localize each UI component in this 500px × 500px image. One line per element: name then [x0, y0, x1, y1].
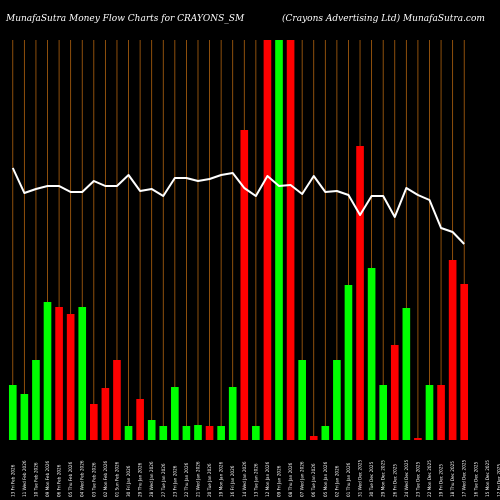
- money-flow-bar: [205, 426, 214, 440]
- x-tick-label: 09 Mon Feb 2026: [45, 460, 50, 497]
- x-tick-label: 22 Thu Jan 2026: [184, 462, 189, 497]
- x-tick-label: 15 Mon Dec 2025: [485, 460, 490, 497]
- x-tick-label: 29 Thu Jan 2026: [138, 462, 143, 497]
- x-tick-label: 13 Tue Jan 2026: [253, 463, 258, 497]
- x-tick-label: 24 Wed Dec 2025: [404, 459, 409, 497]
- x-tick-label: 06 Tue Jan 2026: [311, 463, 316, 497]
- x-tick-label: 05 Thu Feb 2026: [68, 461, 73, 497]
- money-flow-bar: [136, 399, 144, 440]
- x-tick-label: 12 Mon Jan 2026: [265, 461, 270, 497]
- x-tick-label: 01 Sun Feb 2026: [114, 461, 119, 497]
- money-flow-bar: [240, 130, 249, 440]
- x-tick-label: 23 Fri Jan 2026: [172, 465, 177, 497]
- money-flow-bar: [182, 426, 191, 440]
- x-tick-label: 02 Fri Jan 2026: [334, 465, 339, 497]
- x-tick-label: 26 Fri Dec 2025: [392, 464, 397, 497]
- chart-title: MunafaSutra Money Flow Charts for CRAYON…: [5, 14, 245, 24]
- money-flow-bar: [194, 425, 202, 440]
- money-flow-bar: [159, 426, 168, 440]
- money-flow-bar: [356, 146, 364, 440]
- x-tick-label: 31 Wed Dec 2025: [358, 459, 363, 497]
- x-tick-label: 14 Wed Jan 2026: [242, 461, 247, 497]
- money-flow-bar: [171, 387, 179, 440]
- money-flow-bar: [32, 360, 40, 440]
- x-tick-label: 08 Thu Jan 2026: [288, 462, 293, 497]
- money-flow-bar: [43, 302, 52, 440]
- x-tick-label: 04 Wed Feb 2026: [80, 460, 85, 497]
- x-tick-label: 30 Tue Dec 2025: [369, 461, 374, 497]
- x-tick-label: 20 Tue Jan 2026: [207, 463, 212, 497]
- x-tick-label: 09 Fri Jan 2026: [277, 465, 282, 497]
- money-flow-bar: [460, 284, 469, 440]
- x-tick-label: 16 Tue Dec 2025: [473, 461, 478, 497]
- money-flow-bar: [344, 285, 353, 440]
- money-flow-bar: [333, 360, 341, 440]
- money-flow-bar: [252, 426, 260, 440]
- money-flow-bar: [78, 307, 87, 440]
- money-flow-bar: [263, 40, 272, 440]
- money-flow-bar: [298, 360, 306, 440]
- money-flow-bar: [101, 388, 110, 440]
- money-flow-bar: [437, 385, 445, 440]
- x-tick-label: 05 Mon Jan 2026: [323, 461, 328, 497]
- money-flow-bar: [275, 40, 283, 440]
- x-tick-label: 19 Fri Dec 2025: [439, 464, 444, 497]
- x-tick-label: 10 Tue Feb 2026: [33, 462, 38, 497]
- x-tick-label: 23 Tue Dec 2025: [415, 461, 420, 497]
- x-tick-label: 30 Fri Jan 2026: [126, 465, 131, 497]
- x-tick-label: 17 Wed Dec 2025: [462, 459, 467, 497]
- x-tick-label: 11 Wed Feb 2026: [22, 460, 27, 497]
- x-tick-label: 01 Thu Jan 2026: [346, 462, 351, 497]
- price-line: [11, 167, 465, 245]
- money-flow-bar: [414, 438, 422, 440]
- money-flow-bar: [228, 387, 237, 440]
- x-tick-label: 28 Wed Jan 2026: [149, 461, 154, 497]
- money-flow-bar: [367, 268, 376, 440]
- money-flow-bar: [217, 426, 225, 440]
- x-tick-label: 18 Thu Dec 2025: [450, 461, 455, 497]
- money-flow-bar: [321, 426, 330, 440]
- x-tick-label: 21 Wed Jan 2026: [195, 461, 200, 497]
- x-tick-label: 29 Mon Dec 2025: [381, 460, 386, 497]
- x-tick-label: 16 Fri Jan 2026: [230, 465, 235, 497]
- money-flow-bar: [55, 307, 63, 440]
- x-tick-label: 13 Fri Feb 2026: [10, 464, 15, 497]
- money-flow-bar: [286, 40, 295, 440]
- money-flow-bar: [390, 345, 399, 440]
- x-tick-label: 03 Tue Feb 2026: [91, 462, 96, 497]
- money-flow-bar: [124, 426, 133, 440]
- money-flow-bar: [425, 385, 434, 440]
- chart-subtitle: (Crayons Advertising Ltd) MunafaSutra.co…: [282, 13, 485, 24]
- money-flow-bar: [66, 314, 75, 440]
- x-tick-label: 22 Mon Dec 2025: [427, 460, 432, 497]
- money-flow-bar: [89, 404, 98, 440]
- money-flow-bar: [402, 308, 411, 440]
- money-flow-bar: [20, 394, 29, 440]
- money-flow-bar: [379, 385, 388, 440]
- money-flow-bar: [147, 420, 156, 440]
- x-tick-label: 06 Fri Feb 2026: [57, 464, 62, 497]
- money-flow-bar: [309, 436, 318, 440]
- money-flow-bar: [8, 385, 17, 440]
- x-tick-labels: 13 Fri Feb 2026 11 Wed Feb 2026 10 Tue Feb…: [10, 459, 500, 497]
- x-tick-label: 02 Mon Feb 2026: [103, 460, 108, 497]
- x-tick-label: 19 Mon Jan 2026: [219, 461, 224, 497]
- x-tick-label: 12 Fri Dec 2025: [496, 464, 500, 497]
- money-flow-bar: [113, 360, 121, 440]
- x-tick-label: 07 Wed Jan 2026: [300, 461, 305, 497]
- money-flow-bars: [8, 40, 469, 440]
- x-tick-label: 27 Tue Jan 2026: [161, 463, 166, 497]
- money-flow-bar: [448, 260, 457, 440]
